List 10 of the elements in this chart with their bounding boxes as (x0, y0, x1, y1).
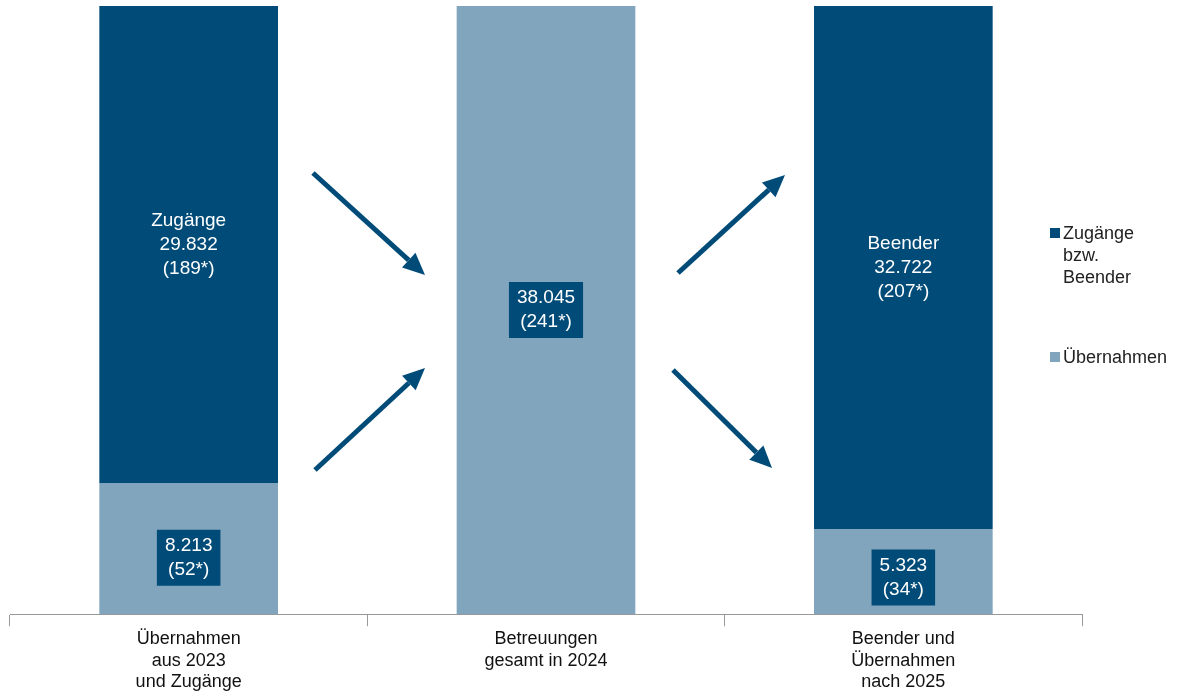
data-label: Zugänge 29.832 (189*) (151, 208, 227, 278)
legend-label: Zugänge bzw. Beender (1063, 222, 1136, 288)
x-tick-label: Beender und Übernahmen nach 2025 (851, 627, 956, 692)
data-label: 38.045 (241*) (516, 286, 576, 332)
data-label: 8.213 (52*) (164, 533, 213, 579)
x-tick-label: Betreuungen gesamt in 2024 (484, 627, 608, 670)
data-label: 5.323 (34*) (879, 553, 928, 599)
legend-label: Übernahmen (1063, 346, 1168, 368)
data-label: Beender 32.722 (207*) (867, 231, 940, 301)
x-tick-label: Übernahmen aus 2023 und Zugänge (135, 627, 242, 692)
